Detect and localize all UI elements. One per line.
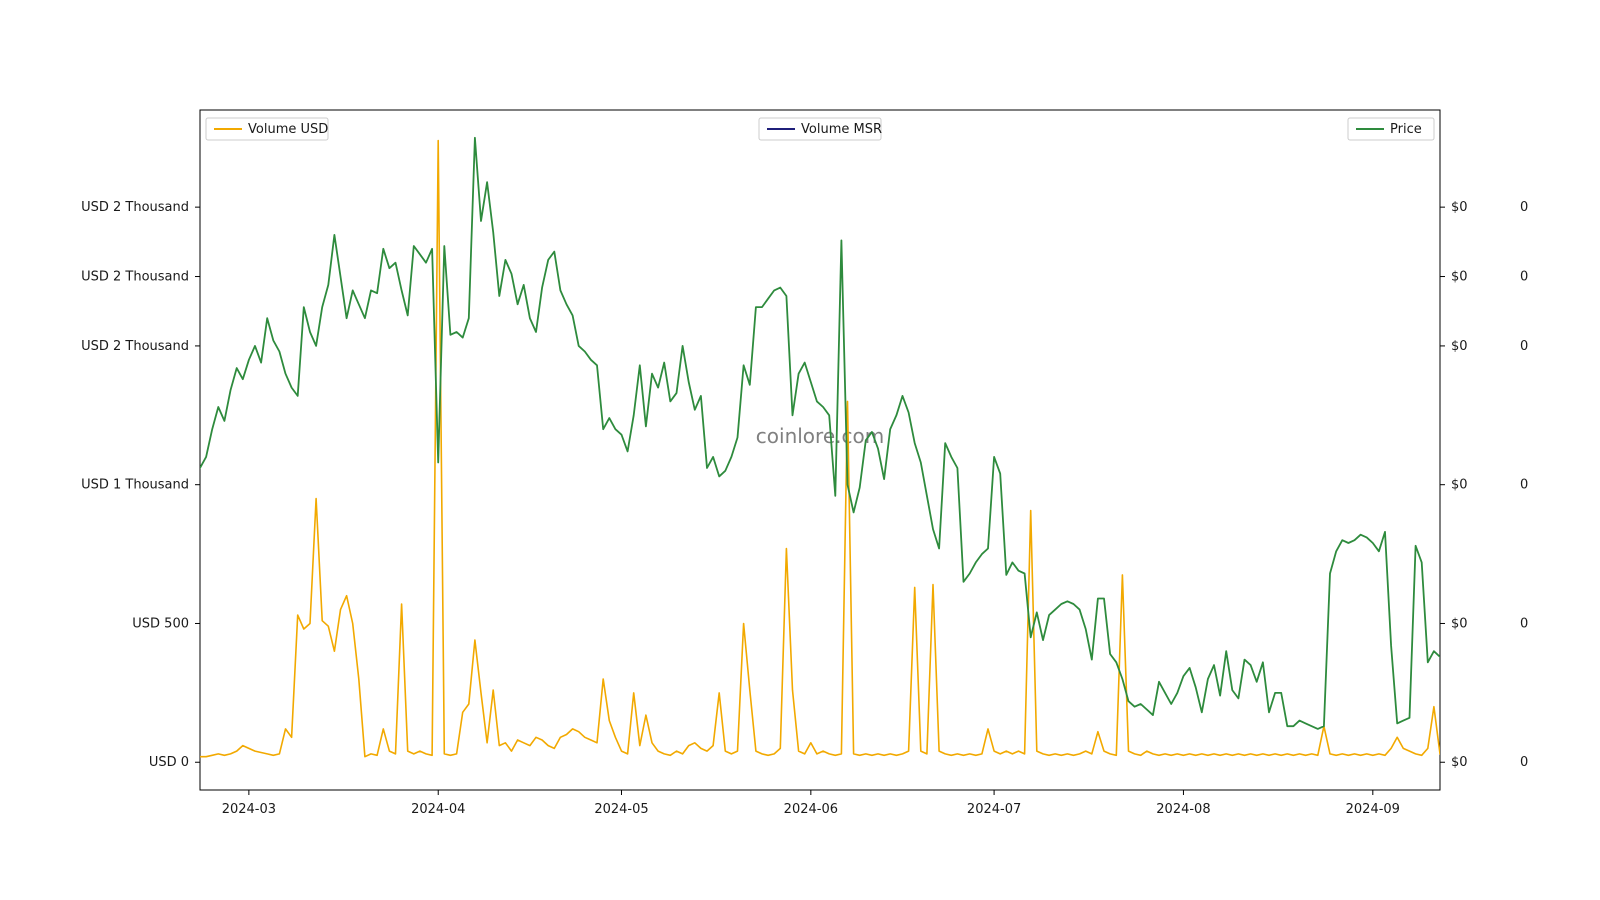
y-right-price-tick-label: $0 (1451, 200, 1468, 215)
x-tick-label: 2024-07 (967, 802, 1021, 817)
x-tick-label: 2024-08 (1156, 802, 1210, 817)
y-left-tick-label: USD 2 Thousand (81, 200, 189, 215)
legend-volume_msr: Volume MSR (759, 118, 882, 140)
y-right-msr-tick-label: 0 (1520, 339, 1528, 354)
legend-label: Price (1390, 122, 1422, 137)
y-right-msr-tick-label: 0 (1520, 270, 1528, 285)
x-tick-label: 2024-03 (222, 802, 276, 817)
chart-container: 2024-03 2024-04 2024-05 2024-06 2024-07 2024-… (0, 0, 1600, 900)
legend-label: Volume USD (248, 122, 328, 137)
legend-volume_usd: Volume USD (206, 118, 328, 140)
y-left-tick-label: USD 2 Thousand (81, 339, 189, 354)
y-right-msr-tick-label: 0 (1520, 200, 1528, 215)
y-left-tick-label: USD 0 (149, 755, 189, 770)
legend-label: Volume MSR (801, 122, 882, 137)
y-left-tick-label: USD 2 Thousand (81, 270, 189, 285)
y-right-msr-tick-label: 0 (1520, 616, 1528, 631)
legend-price: Price (1348, 118, 1434, 140)
y-right-price-tick-label: $0 (1451, 616, 1468, 631)
y-right-price-tick-label: $0 (1451, 755, 1468, 770)
chart-svg: 2024-03 2024-04 2024-05 2024-06 2024-07 2024-… (0, 0, 1600, 900)
y-left-tick-label: USD 1 Thousand (81, 478, 189, 493)
y-right-msr-tick-label: 0 (1520, 755, 1528, 770)
y-right-msr-tick-label: 0 (1520, 478, 1528, 493)
x-tick-label: 2024-06 (784, 802, 838, 817)
y-left-tick-label: USD 500 (132, 616, 189, 631)
y-right-price-tick-label: $0 (1451, 478, 1468, 493)
x-tick-label: 2024-09 (1346, 802, 1400, 817)
y-right-price-tick-label: $0 (1451, 270, 1468, 285)
x-tick-label: 2024-05 (594, 802, 648, 817)
y-right-price-tick-label: $0 (1451, 339, 1468, 354)
x-tick-label: 2024-04 (411, 802, 465, 817)
